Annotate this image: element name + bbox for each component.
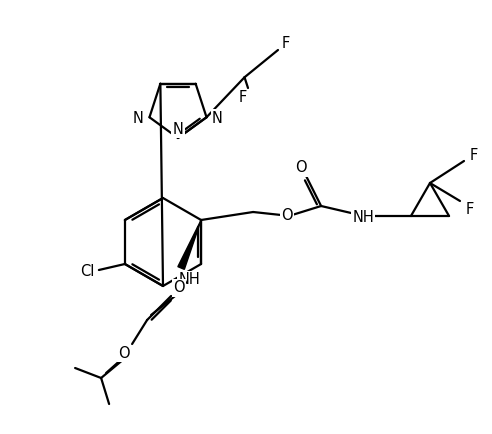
Text: N: N [212, 111, 223, 126]
Text: Cl: Cl [80, 264, 94, 279]
Polygon shape [178, 220, 201, 270]
Text: F: F [470, 148, 478, 162]
Text: F: F [282, 36, 290, 52]
Text: O: O [295, 161, 307, 175]
Text: N: N [133, 111, 144, 126]
Text: O: O [281, 208, 293, 224]
Text: F: F [466, 201, 474, 217]
Text: O: O [118, 345, 130, 361]
Text: N: N [173, 122, 184, 137]
Text: NH: NH [178, 273, 200, 287]
Text: F: F [239, 91, 247, 105]
Text: O: O [173, 280, 185, 296]
Text: NH: NH [352, 210, 374, 224]
